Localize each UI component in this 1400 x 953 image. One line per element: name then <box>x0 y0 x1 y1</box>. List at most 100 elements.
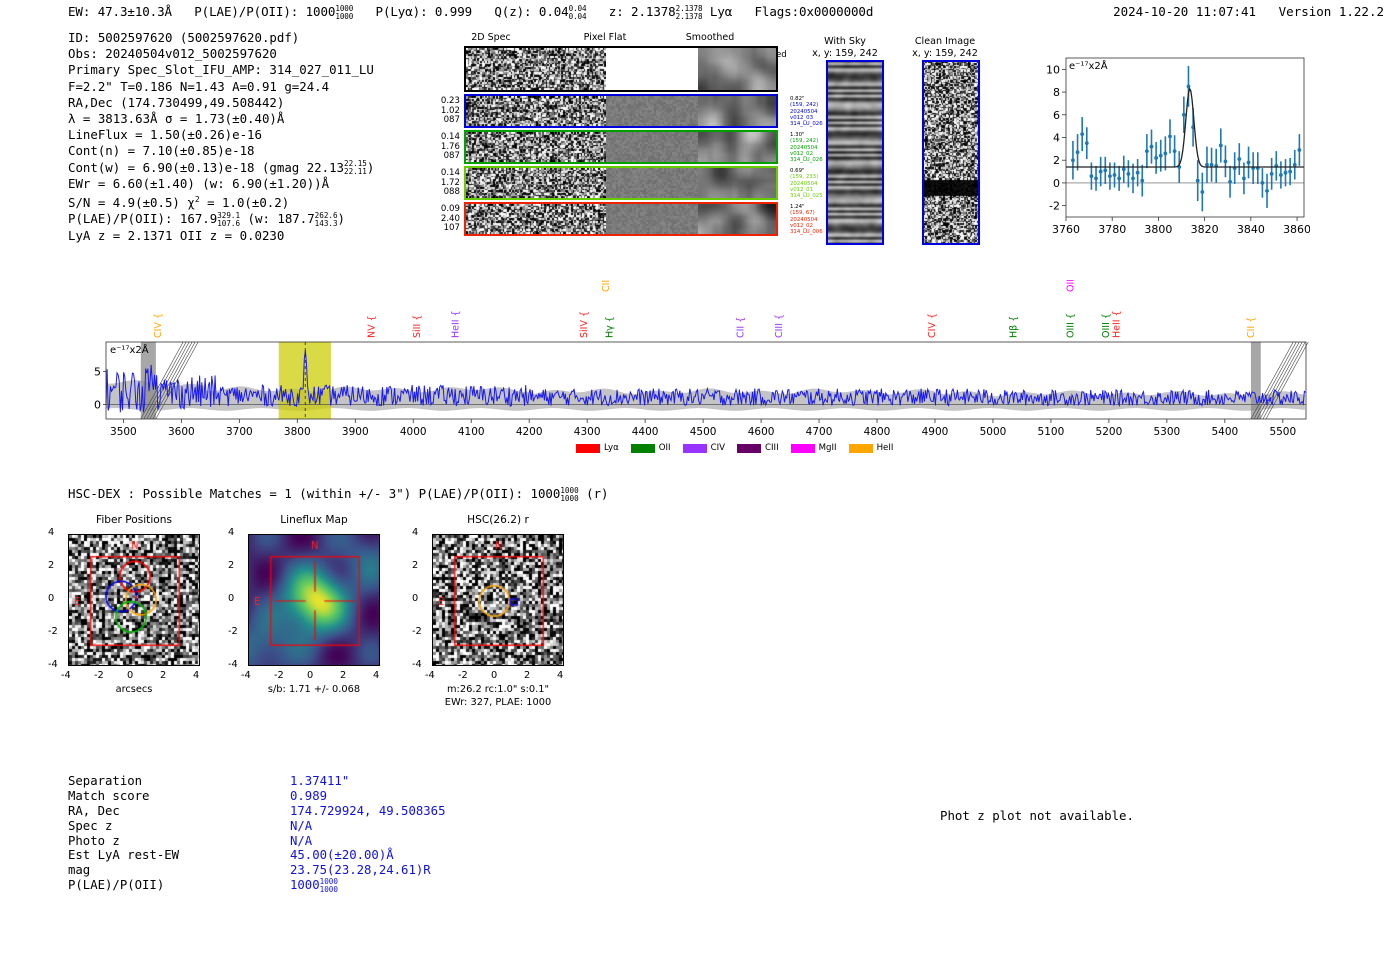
mosaic-cell-2dspec <box>466 96 606 126</box>
mosaic-cell-pixelflat <box>606 204 698 234</box>
mosaic-row-4[interactable] <box>464 202 778 236</box>
hsc-panel-2-caption-0: m:26.2 rc:1.0" s:0.1" <box>447 684 549 695</box>
header-z-fraction: 2.1378 2.1378 <box>675 3 703 21</box>
svg-text:Hβ {: Hβ { <box>1009 316 1020 338</box>
header-z-label: z: 2.1378 <box>608 4 676 19</box>
hsc-panel-image-0[interactable] <box>68 534 200 666</box>
mosaic-cell-2dspec <box>466 132 606 162</box>
legend-item-mgii: MgII <box>790 443 837 453</box>
hsc-header-pre: HSC-DEX : Possible Matches = 1 (within +… <box>68 486 561 501</box>
mosaic-cell-pixelflat <box>606 48 698 90</box>
svg-text:5: 5 <box>94 366 101 379</box>
info-sn-post: = 1.0(±0.2) <box>199 195 290 211</box>
svg-text:3500: 3500 <box>110 426 137 438</box>
svg-text:CII {: CII { <box>1246 317 1257 338</box>
info-obs: Obs: 20240504v012_5002597620 <box>68 46 277 62</box>
svg-text:OII {: OII { <box>1066 280 1077 292</box>
cutout-cleanimage-image[interactable] <box>922 60 980 245</box>
hsc-panel-1-ytick-3: 2 <box>228 560 235 571</box>
svg-text:HeII {: HeII { <box>1111 310 1122 338</box>
flux-errorbars <box>1071 65 1302 212</box>
hsc-panel-2-xtick-1: -2 <box>458 670 468 681</box>
header-plya: P(Lyα): 0.999 <box>375 4 473 19</box>
spectrum-flux-line <box>105 350 1306 413</box>
svg-text:8: 8 <box>1053 86 1060 99</box>
mosaic-cell-smoothed <box>698 168 776 198</box>
info-cont-w-pre: Cont(w) = 6.90(±0.13)e-18 (gmag 22.13 <box>68 159 345 175</box>
info-plae-fraction-2: 262.6 143.3 <box>314 211 338 228</box>
full-spectrum-svg: 0 5 3500 3600 3700 3800 3900 4000 4100 4200 4300 44… <box>94 268 1309 438</box>
hsc-panel-0-xtick-2: 0 <box>127 670 134 681</box>
info-cont-n: Cont(n) = 7.10(±0.85)e-18 <box>68 143 255 159</box>
table-row-value-6: 23.75(23.28,24.61)R <box>290 863 431 878</box>
full-spectrum-plot[interactable]: 0 5 3500 3600 3700 3800 3900 4000 4100 4200 4300 44… <box>80 268 1310 465</box>
info-sn-pre: S/N = 4.9(±0.5) χ <box>68 195 195 211</box>
legend-label-heii: HeII <box>876 443 894 453</box>
svg-text:OIII {: OIII { <box>1066 313 1077 338</box>
table-row-label-3: Spec z <box>68 818 113 833</box>
table-row-label-4: Photo z <box>68 833 120 848</box>
info-lineflux: LineFlux = 1.50(±0.26)e-16 <box>68 127 262 143</box>
mosaic-row-3-meta-2: 20240504 <box>790 180 818 187</box>
svg-text:5500: 5500 <box>1269 426 1296 438</box>
hsc-panel-0-ytick-3: 2 <box>48 560 55 571</box>
mosaic-row-3-meta-0: 0.69" <box>790 168 805 174</box>
header-datestamp: 2024-10-20 11:07:41 <box>1113 4 1257 19</box>
hsc-panel-2-xtick-0: -4 <box>425 670 435 681</box>
mosaic-row-1-meta: 0.82" (159, 242) 20240504 v012_03 314_LU_026 <box>790 96 823 127</box>
svg-text:5100: 5100 <box>1038 426 1065 438</box>
mosaic-row-2[interactable] <box>464 130 778 164</box>
table-row-value-0: 1.37411" <box>290 774 350 788</box>
svg-text:4800: 4800 <box>864 426 891 438</box>
mosaic-row-2-stats: 0.14 1.76 087 <box>426 132 460 162</box>
hsc-panel-1-xtick-1: -2 <box>274 670 284 681</box>
svg-text:CII {: CII { <box>736 317 747 338</box>
hsc-header-plae-fraction: 1000 1000 <box>560 485 579 503</box>
info-gmag-fraction: 22.15 22.11 <box>344 159 367 177</box>
emission-label-siii-2: SiII { <box>412 315 423 338</box>
mosaic-row-1-meta-3: v012_03 <box>790 114 814 121</box>
emission-label-cii-7: CII { <box>736 317 747 338</box>
hsc-panel-2-xtick-3: 2 <box>524 670 531 681</box>
legend-item-lyα: Lyα <box>576 443 619 453</box>
mosaic-row-3[interactable] <box>464 166 778 200</box>
mosaic-row-0[interactable] <box>464 46 778 92</box>
line-fit-plot[interactable]: -2 0 2 4 6 8 10 3760 3780 3800 3820 3840 3860 e⁻¹⁷x2Å <box>1030 48 1311 243</box>
spectrum-legend: Lyα OII CIV CIII MgII HeII <box>576 443 893 453</box>
svg-text:4000: 4000 <box>400 426 427 438</box>
cutout-cleanimage-title: Clean Image x, y: 159, 242 <box>912 36 978 59</box>
mosaic-row-2-meta-1: (159, 242) <box>790 138 819 145</box>
hsc-panel-0-xtick-1: -2 <box>94 670 104 681</box>
emission-label-oiii-13: OIII { <box>1101 313 1112 338</box>
hsc-panel-title-1: Lineflux Map <box>280 514 348 526</box>
table-row-value-3: N/A <box>290 818 313 833</box>
hsc-panel-0-ytick-4: 4 <box>48 527 55 538</box>
svg-text:5000: 5000 <box>980 426 1007 438</box>
hsc-panel-2-xtick-2: 0 <box>491 670 498 681</box>
header-timestamp-version: 2024-10-20 11:07:41 Version 1.22.2 <box>1113 4 1384 19</box>
table-row-value-5: 45.00(±20.00)Å <box>290 848 394 863</box>
info-cont-w: Cont(w) = 6.90(±0.13)e-18 (gmag 22.13 22.… <box>68 160 374 176</box>
mosaic-cell-smoothed <box>698 132 776 162</box>
svg-text:3760: 3760 <box>1052 223 1080 236</box>
svg-text:4200: 4200 <box>516 426 543 438</box>
svg-text:4300: 4300 <box>574 426 601 438</box>
svg-text:5200: 5200 <box>1096 426 1123 438</box>
info-plae-post: ) <box>337 211 345 227</box>
svg-text:Hγ {: Hγ { <box>605 316 616 338</box>
mosaic-row-1[interactable] <box>464 94 778 128</box>
hsc-dex-match-header: HSC-DEX : Possible Matches = 1 (within +… <box>68 486 609 502</box>
hsc-panel-0-ytick-0: -4 <box>48 659 58 670</box>
svg-text:3700: 3700 <box>226 426 253 438</box>
cutout-withsky-image[interactable] <box>826 60 884 245</box>
hsc-panel-image-1[interactable] <box>248 534 380 666</box>
hsc-panel-image-2[interactable] <box>432 534 564 666</box>
hsc-panel-1-ytick-1: -2 <box>228 626 238 637</box>
info-seeing: F=2.2" T=0.186 N=1.43 A=0.91 g=24.4 <box>68 78 330 94</box>
mosaic-cell-pixelflat <box>606 96 698 126</box>
svg-text:4900: 4900 <box>922 426 949 438</box>
hsc-panel-1-caption-0: s/b: 1.71 +/- 0.068 <box>267 684 361 695</box>
mosaic-row-2-meta-3: v012_02 <box>790 150 814 157</box>
mosaic-row-3-meta-1: (159, 233) <box>790 174 819 181</box>
svg-text:3780: 3780 <box>1098 223 1126 236</box>
